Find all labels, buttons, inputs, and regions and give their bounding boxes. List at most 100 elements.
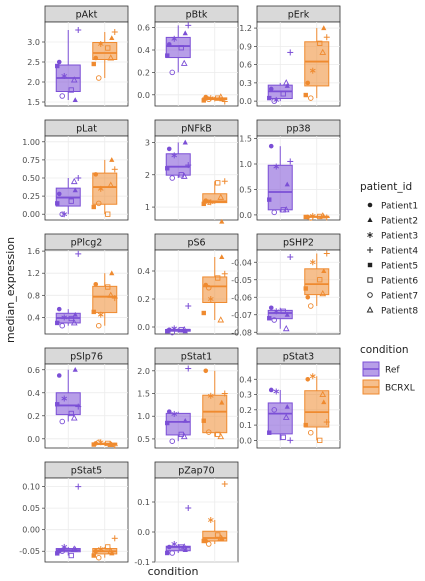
point-Patient2 [109,157,115,162]
legend: patient_id Patient1 Patient2 Patient3 Patien… [360,181,418,395]
point-Patient3 [97,185,104,192]
y-tick-label: 0.4 [137,46,150,55]
facet-strip-label: pSHP2 [283,238,314,249]
legend-key-Patient8 [366,306,374,313]
point-Patient7 [96,200,102,207]
box-BCRXL [303,250,330,309]
point-Patient4 [185,303,192,309]
box-iqr [92,172,118,205]
legend-label-Patient3: Patient3 [381,232,418,242]
y-tick-label: 0.0 [137,323,150,332]
point-Patient5 [201,98,206,103]
point-Patient5 [165,53,170,58]
point-Patient4 [287,49,294,56]
point-Patient1 [93,281,99,287]
point-Patient3 [97,311,104,318]
point-Patient8 [217,316,225,323]
panel-pSHP2: pSHP2 -0.04 -0.05 -0.06 -0.07 -0.08 [231,233,341,337]
point-Patient6 [280,91,286,97]
facet-strip-label: pS6 [187,238,205,249]
point-Patient5 [267,197,272,202]
point-Patient8 [180,543,188,550]
y-tick-label: 0.4 [137,267,150,276]
point-Patient8 [70,177,78,185]
y-tick-label: 1.5 [137,390,150,399]
point-Patient4 [323,34,330,41]
panel-pErk: pErk 0.0 0.3 0.6 0.9 1.2 [239,5,341,107]
box-BCRXL [91,29,118,81]
point-Patient3 [97,41,104,47]
point-Patient7 [96,439,102,445]
point-Patient7 [206,199,212,205]
point-Patient5 [55,63,60,69]
point-Patient1 [268,86,274,92]
box-iqr [304,268,330,296]
y-tick-label: 1.0 [239,160,252,169]
panel-pp38: pp38 0.0 0.5 1.0 1.5 [239,119,341,221]
y-tick-label: 0.25 [22,192,40,201]
y-tick-label: 1.6 [27,247,40,256]
point-Patient7 [59,418,65,425]
point-Patient2 [284,311,290,317]
panel-pStat3: pStat3 0.0 0.1 0.2 0.3 0.4 [239,347,341,449]
y-tick-label: 1.2 [27,269,40,278]
point-Patient3 [171,325,178,332]
y-tick-label: 1.2 [239,24,252,33]
point-Patient1 [305,294,311,300]
box-Ref [55,175,82,218]
point-Patient4 [111,295,118,302]
point-Patient3 [309,373,316,380]
point-Patient6 [105,211,111,217]
y-tick-label: 0.0 [137,528,150,537]
point-Patient1 [268,143,274,149]
point-Patient2 [219,254,225,259]
panel-pBtk: pBtk 0.0 0.2 0.4 0.6 [137,5,239,107]
point-Patient5 [91,309,96,315]
box-Ref [165,22,192,76]
panel-pPlcg2: pPlcg2 0.4 0.8 1.2 1.6 [27,233,129,335]
point-Patient3 [273,163,280,170]
box-iqr [202,276,228,304]
point-Patient5 [165,420,170,426]
point-Patient5 [201,538,206,544]
point-Patient7 [59,322,65,329]
point-Patient3 [273,308,280,315]
point-Patient5 [303,286,308,291]
point-Patient7 [271,98,277,104]
point-Patient6 [68,410,74,417]
point-Patient4 [75,250,82,257]
point-Patient8 [107,54,115,61]
box-iqr [165,412,191,436]
y-tick-label: 0.10 [22,483,40,492]
point-Patient7 [169,69,175,76]
point-Patient1 [93,172,99,177]
point-Patient3 [207,296,214,302]
point-Patient7 [308,95,314,101]
point-Patient8 [180,172,188,179]
point-Patient2 [72,311,78,317]
point-Patient6 [178,45,184,51]
box-BCRXL [91,157,118,217]
point-Patient6 [215,180,221,186]
point-Patient7 [169,438,175,444]
point-Patient6 [317,277,323,283]
box-BCRXL [201,481,228,547]
y-tick-label: -0.08 [231,328,252,337]
legend-label-Patient5: Patient5 [381,262,418,272]
y-tick-label: 0.3 [239,79,252,88]
panel-pSlp76: pSlp76 0.0 0.2 0.4 0.6 [27,347,129,449]
point-Patient3 [171,541,178,547]
point-Patient6 [215,532,221,538]
point-Patient4 [75,27,82,33]
point-Patient3 [309,67,316,74]
facet-strip-label: pNFkB [181,124,212,135]
point-Patient1 [166,544,172,550]
y-tick-label: 0.2 [137,68,150,77]
point-Patient4 [221,178,228,185]
panel-pNFkB: pNFkB 1 2 3 [145,119,239,224]
point-Patient6 [317,40,323,46]
point-Patient4 [221,270,228,277]
point-Patient7 [271,317,277,323]
point-Patient1 [56,59,62,65]
point-Patient6 [68,552,74,559]
